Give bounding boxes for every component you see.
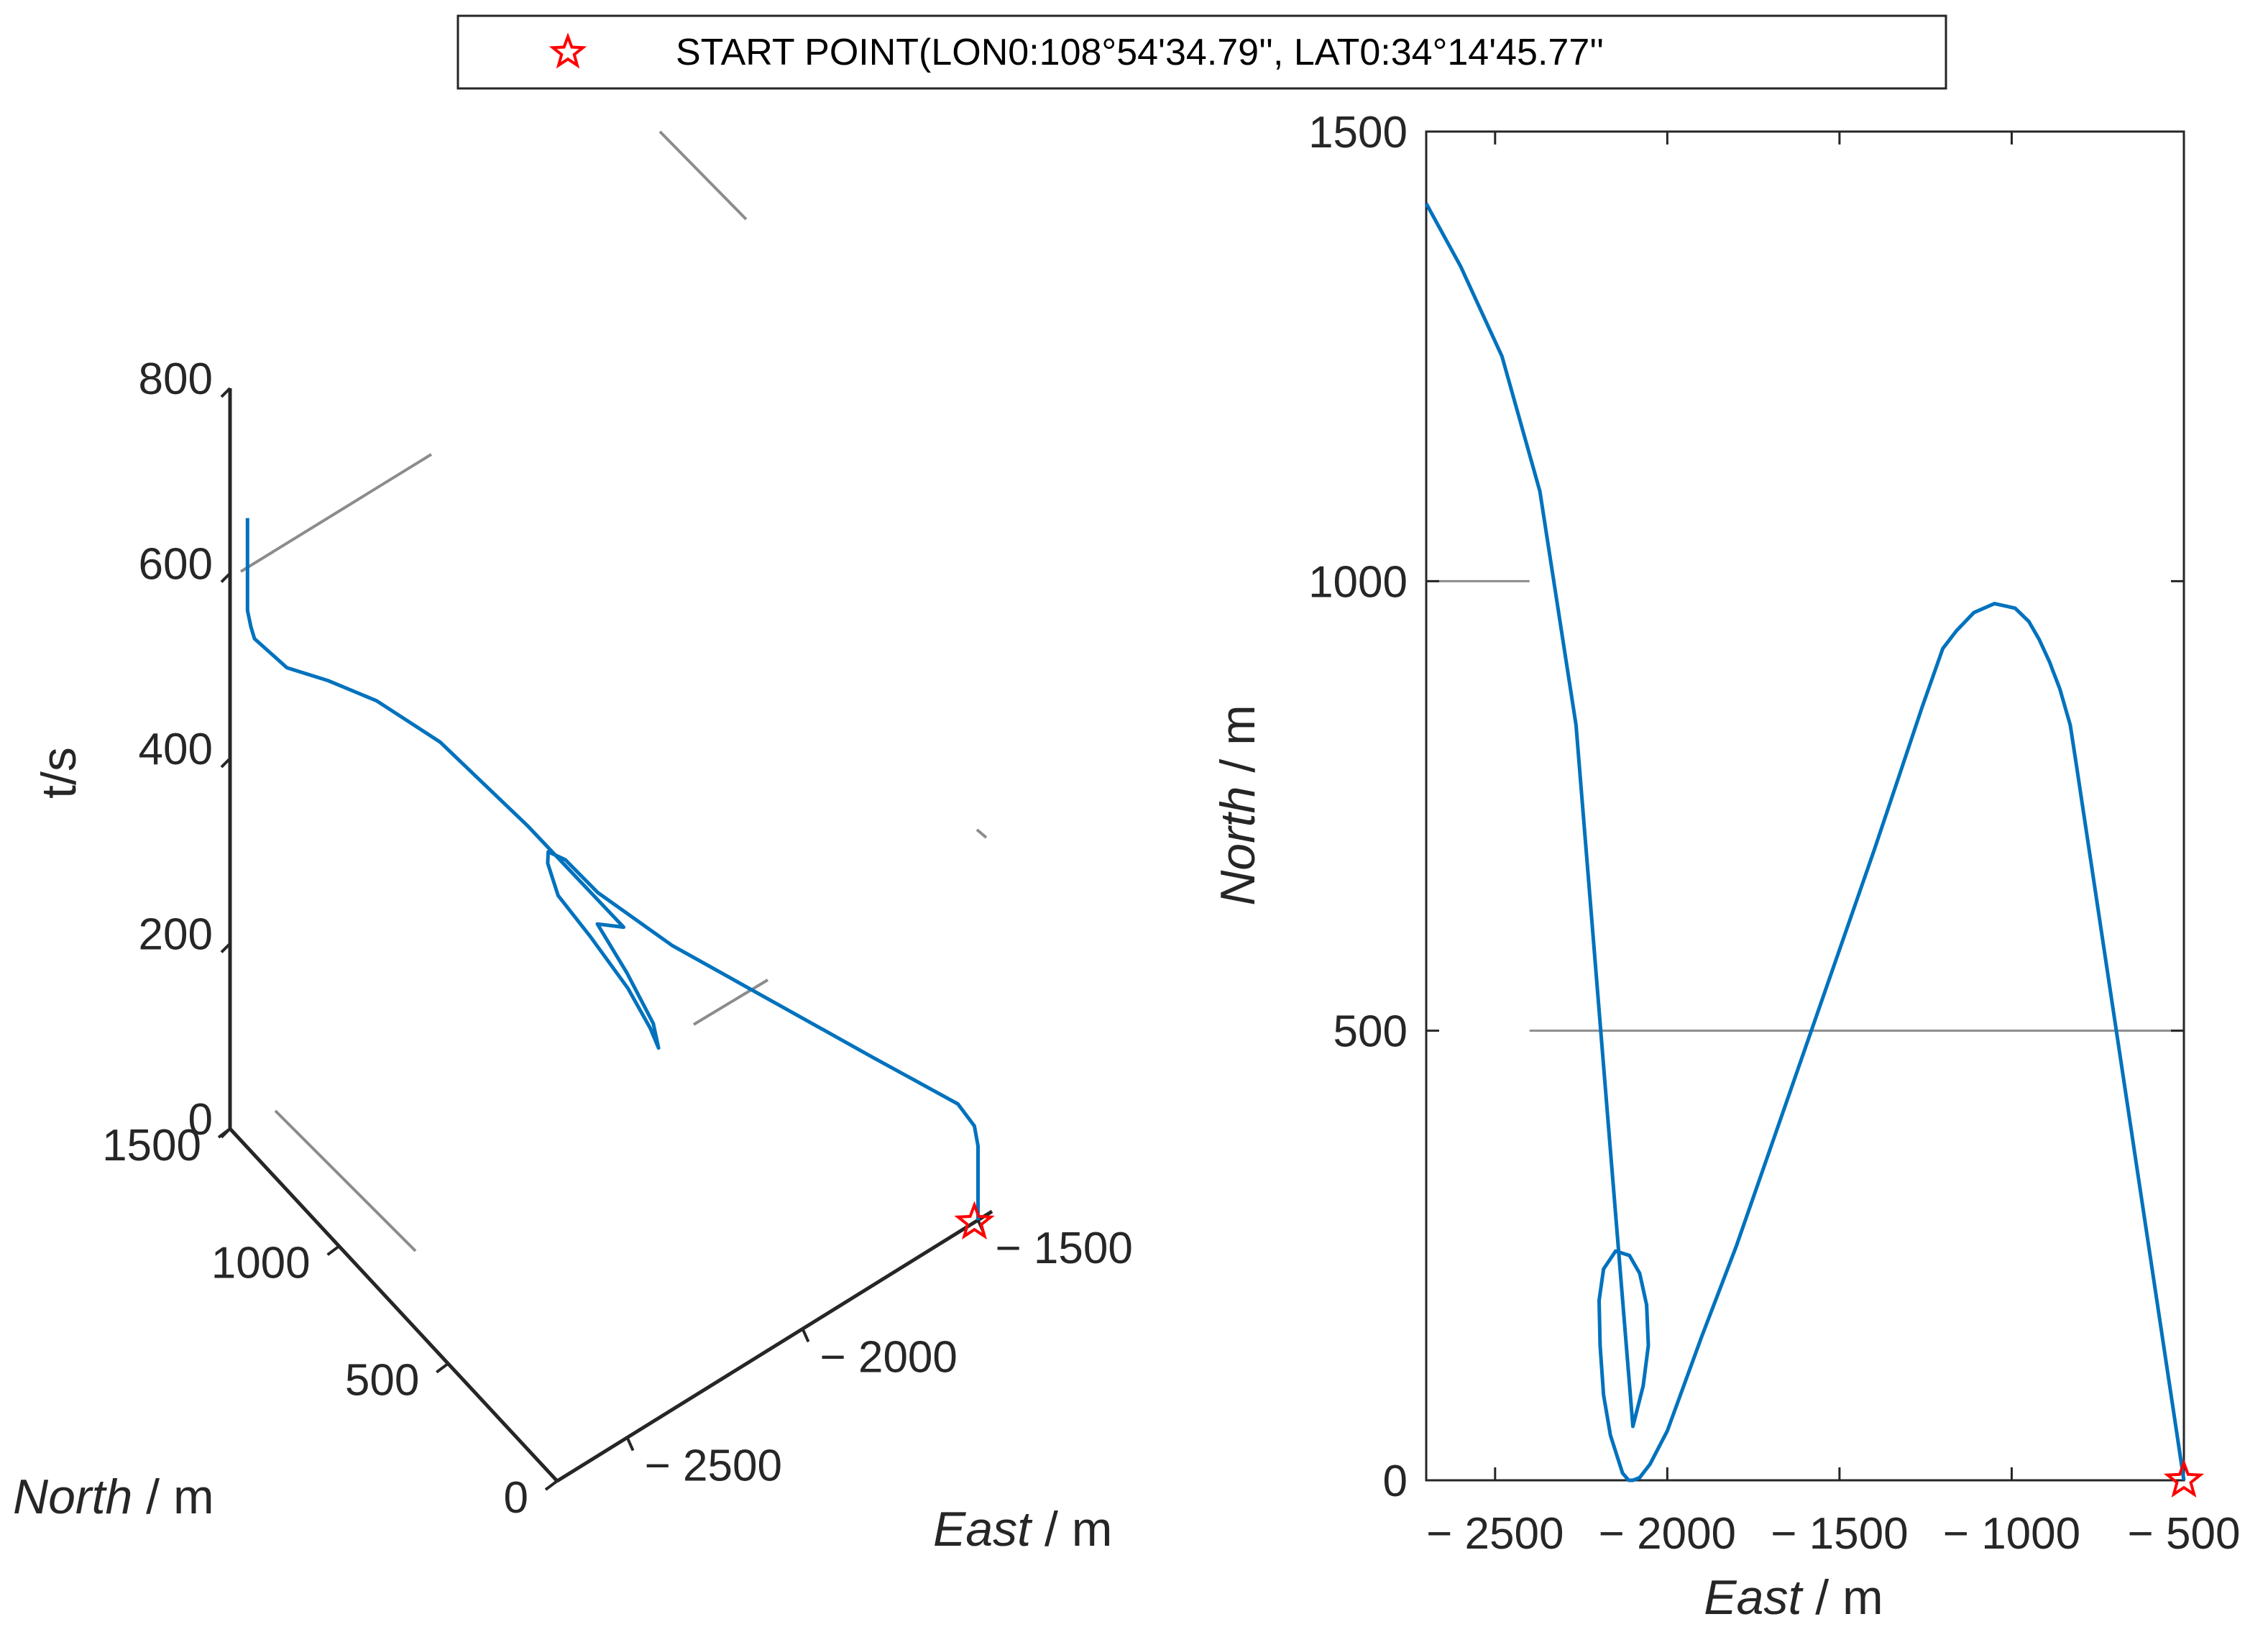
x-axis-title-unit: / m: [1801, 1570, 1883, 1625]
z-tick: [220, 572, 231, 583]
start-point-legend-marker: [548, 32, 587, 69]
z-tick-label: 800: [139, 354, 213, 404]
x-tick-label: − 1000: [1943, 1509, 2080, 1559]
trajectory-3d-gridlines: [239, 130, 988, 1252]
y-tick-label: 1000: [211, 1238, 311, 1288]
y-axis-title-unit: / m: [1211, 705, 1265, 786]
z-tick-label: 200: [139, 910, 213, 960]
trajectory-3d-ticks: [217, 387, 986, 1491]
z-tick: [220, 757, 231, 769]
trajectory-2d-line: [1424, 202, 2186, 1482]
x-tick-label: − 2000: [820, 1332, 958, 1382]
y-axis-title: North / m: [13, 1470, 214, 1524]
y-tick-label: 1000: [1308, 557, 1408, 607]
trajectory-3d-panel: 0 200 400 600 800 0 500 1000 1500 − 2500…: [13, 130, 1133, 1557]
y-tick: [217, 1127, 231, 1139]
z-tick: [220, 943, 231, 953]
gridline: [658, 130, 748, 221]
z-axis-title: t/s: [32, 747, 86, 799]
y-tick-label: 0: [1383, 1457, 1408, 1506]
reference-lines: [1426, 579, 2184, 1032]
z-tick: [220, 387, 231, 398]
trajectory-3d-line: [245, 518, 980, 1221]
y-axis-title: North / m: [1211, 705, 1265, 906]
x-axis-title-unit: / m: [1031, 1502, 1112, 1557]
plot-frame: [1425, 130, 2185, 1482]
z-tick-label: 400: [139, 725, 213, 774]
x-tick-label: − 500: [2128, 1509, 2241, 1559]
z-tick-label: 0: [188, 1095, 213, 1145]
y-tick-label: 1500: [102, 1121, 201, 1170]
legend-label: START POINT(LON0:108°54'34.79'', LAT0:34…: [676, 32, 1604, 73]
x-tick-label: − 1500: [995, 1224, 1132, 1273]
x-tick-label: − 1500: [1771, 1509, 1908, 1559]
x-tick: [801, 1328, 810, 1343]
x-axis-title: East / m: [1704, 1570, 1883, 1625]
y-axis-line: [229, 1127, 559, 1482]
gridline: [239, 453, 433, 573]
y-tick-label: 0: [504, 1473, 528, 1523]
x-axis-title-name: East: [933, 1502, 1033, 1557]
y-tick-label: 500: [1333, 1007, 1408, 1057]
gridline: [975, 828, 988, 839]
x-tick-label: − 2500: [645, 1441, 782, 1491]
x-tick-label: − 2000: [1599, 1509, 1736, 1559]
x-axis-line: [556, 1209, 993, 1483]
x-axis-title: East / m: [933, 1502, 1112, 1557]
x-tick: [625, 1436, 635, 1452]
start-point-marker-3d: [954, 1201, 995, 1240]
y-tick-label: 1500: [1308, 108, 1408, 157]
y-tick: [326, 1244, 340, 1256]
z-tick-label: 600: [139, 540, 213, 590]
gridline: [692, 978, 769, 1026]
x-tick-label: − 2500: [1426, 1509, 1564, 1559]
y-tick-label: 500: [345, 1356, 419, 1406]
gridline: [274, 1109, 417, 1252]
trajectory-2d-panel: 0 500 1000 1500 − 2500 − 2000 − 1500 − 1…: [1211, 108, 2240, 1625]
start-point-marker-2d: [2163, 1459, 2205, 1498]
x-axis-title-name: East: [1704, 1570, 1804, 1625]
y-axis-title-unit: / m: [132, 1470, 214, 1524]
legend: START POINT(LON0:108°54'34.79'', LAT0:34…: [456, 14, 1947, 90]
legend-box: [456, 14, 1947, 90]
y-axis-title-name: North: [1211, 787, 1265, 906]
y-tick: [544, 1480, 559, 1491]
y-axis-title-name: North: [13, 1470, 132, 1524]
y-tick: [436, 1362, 449, 1374]
